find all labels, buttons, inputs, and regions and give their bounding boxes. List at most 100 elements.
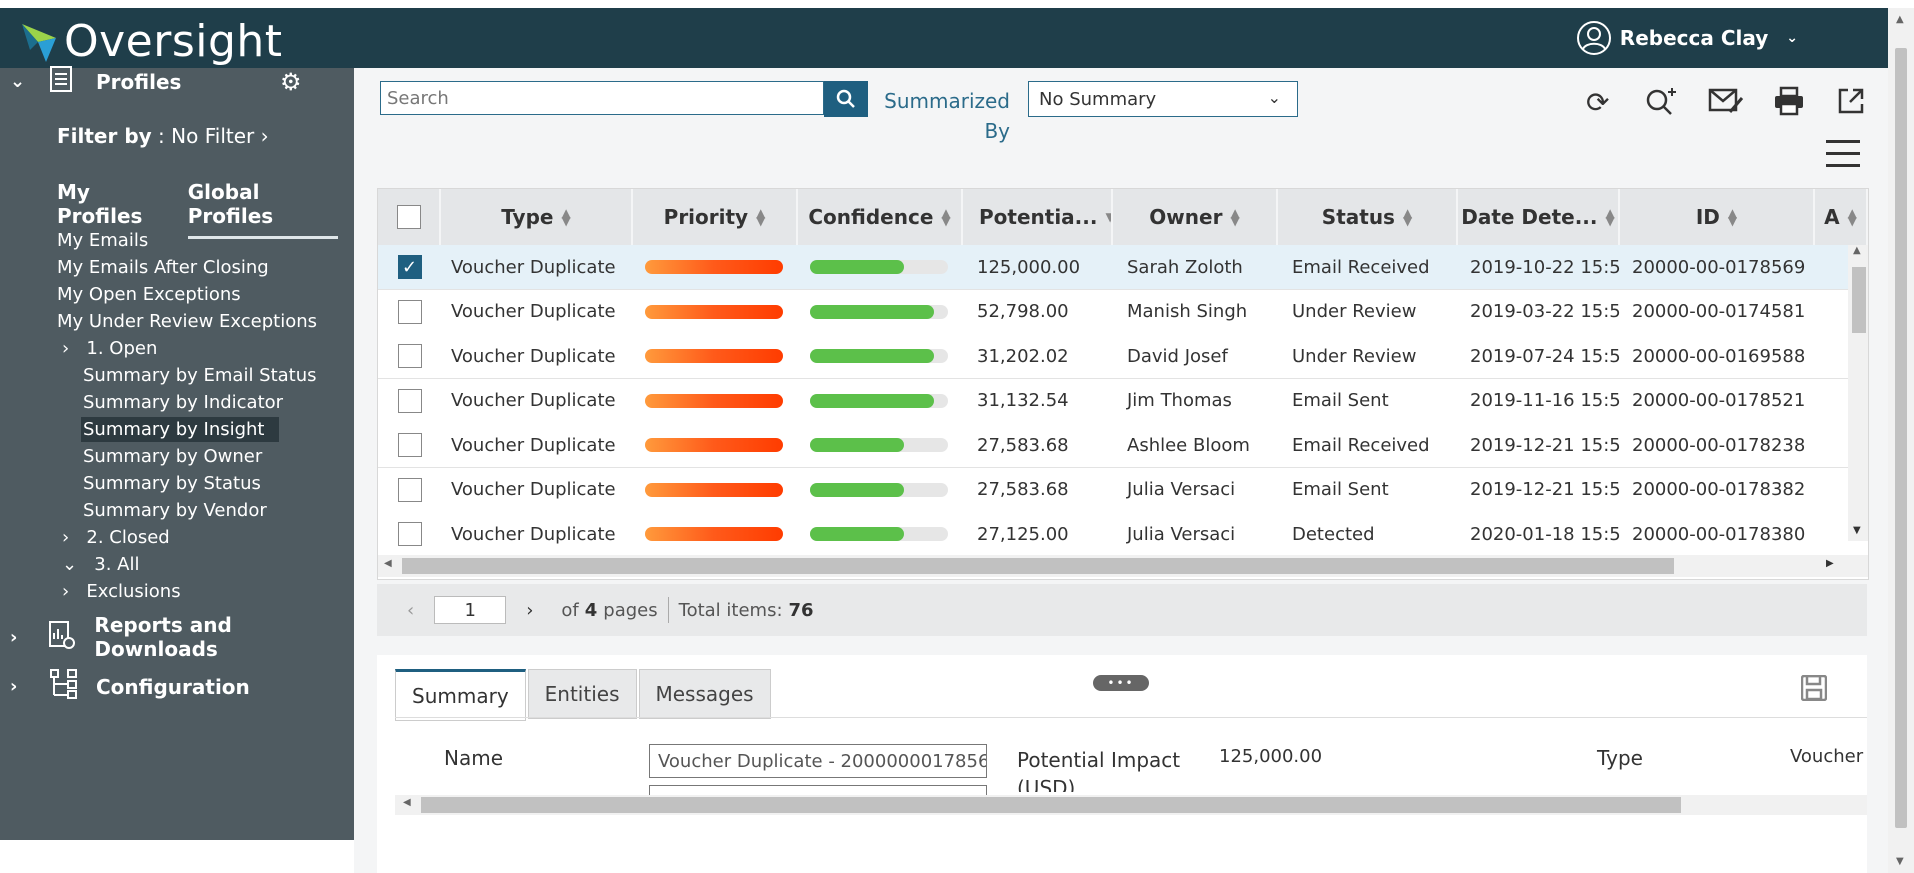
name-field[interactable]: Voucher Duplicate - 20000000178569 (649, 744, 987, 778)
scroll-down-icon[interactable]: ▼ (1896, 856, 1904, 867)
sidebar-section-configuration[interactable]: › Configuration (10, 669, 250, 704)
sidebar-item-summary-status[interactable]: Summary by Status (83, 473, 261, 494)
total-pages: 4 (584, 599, 598, 621)
scroll-left-icon[interactable]: ◀ (403, 797, 411, 808)
scroll-up-icon[interactable]: ▲ (1853, 245, 1861, 256)
cell-potential-impact: 27,583.68 (977, 434, 1069, 456)
scrollbar-thumb[interactable] (1852, 267, 1866, 333)
sidebar-item-summary-owner[interactable]: Summary by Owner (83, 446, 263, 467)
resize-handle[interactable]: ••• (1093, 675, 1149, 691)
table-row[interactable]: Voucher Duplicate 31,202.02 David Josef Und… (378, 334, 1848, 379)
row-checkbox-cell: ✓ (378, 245, 441, 289)
summary-select[interactable]: No Summary ⌄ (1028, 81, 1298, 117)
sidebar-item-my-emails-after-closing[interactable]: My Emails After Closing (57, 257, 269, 278)
sidebar-section-profiles[interactable]: ⌄ Profiles (10, 66, 181, 97)
print-icon[interactable] (1773, 86, 1805, 123)
scroll-right-icon[interactable]: ▶ (1826, 558, 1834, 569)
table-row[interactable]: Voucher Duplicate 31,132.54 Jim Thomas Emai… (378, 378, 1848, 424)
grid-horizontal-scrollbar[interactable]: ◀ ▶ (378, 555, 1868, 577)
next-page-icon[interactable]: › (526, 599, 534, 621)
scroll-up-icon[interactable]: ▲ (1896, 14, 1904, 25)
column-header-owner[interactable]: Owner ▲ ▼ (1113, 189, 1278, 245)
refresh-icon[interactable]: ⟳ (1586, 86, 1610, 119)
tab-summary[interactable]: Summary (395, 669, 526, 721)
table-row[interactable]: Voucher Duplicate 27,583.68 Ashlee Bloom Em… (378, 423, 1848, 468)
sidebar-item-summary-indicator[interactable]: Summary by Indicator (83, 392, 284, 413)
row-checkbox[interactable] (397, 433, 422, 457)
tab-messages[interactable]: Messages (638, 669, 771, 719)
sidebar-section-label: Profiles (96, 69, 182, 94)
scroll-left-icon[interactable]: ◀ (384, 558, 392, 569)
scrollbar-thumb[interactable] (421, 797, 1681, 813)
tab-entities[interactable]: Entities (527, 669, 637, 719)
column-header-priority[interactable]: Priority ▲ ▼ (633, 189, 798, 245)
sidebar-item-my-under-review-exceptions[interactable]: My Under Review Exceptions (57, 311, 318, 332)
tab-my-profiles[interactable]: My Profiles (57, 180, 143, 228)
tree-node-closed[interactable]: › 2. Closed (62, 527, 170, 548)
table-row[interactable]: Voucher Duplicate 27,583.68 Julia Versaci E… (378, 467, 1848, 513)
table-row[interactable]: Voucher Duplicate 27,125.00 Julia Versaci D… (378, 512, 1848, 557)
tree-node-open[interactable]: › 1. Open (62, 338, 157, 359)
cell-type: Voucher Duplicate (451, 479, 616, 500)
row-checkbox[interactable] (397, 388, 422, 413)
tab-global-profiles[interactable]: Global Profiles (187, 180, 338, 239)
menu-icon[interactable] (1826, 140, 1860, 176)
filter-by[interactable]: Filter by : No Filter › (57, 124, 269, 148)
column-header-status[interactable]: Status ▲ ▼ (1278, 189, 1458, 245)
tree-node-exclusions[interactable]: › Exclusions (62, 581, 181, 602)
sidebar-item-summary-email-status[interactable]: Summary by Email Status (83, 365, 317, 386)
confidence-bar (810, 260, 948, 274)
column-header-date-detected[interactable]: Date Dete... ▲ ▼ (1458, 189, 1620, 245)
secondary-field[interactable] (649, 785, 987, 795)
search-placeholder: Search (387, 87, 449, 109)
sidebar-item-summary-insight[interactable]: Summary by Insight (81, 417, 279, 442)
row-checkbox[interactable]: ✓ (397, 255, 422, 279)
sidebar-item-my-open-exceptions[interactable]: My Open Exceptions (57, 284, 241, 305)
email-edit-icon[interactable] (1708, 86, 1746, 123)
table-row[interactable]: ✓ Voucher Duplicate 125,000.00 Sarah Zoloth… (378, 245, 1848, 290)
gear-icon[interactable]: ⚙ (280, 68, 302, 96)
prev-page-icon[interactable]: ‹ (407, 599, 415, 621)
app-logo[interactable]: Oversight (20, 16, 283, 67)
zoom-in-icon[interactable] (1644, 86, 1680, 123)
sidebar-section-reports[interactable]: › Reports and Downloads (10, 613, 354, 661)
document-list-icon (50, 66, 80, 97)
column-header-id[interactable]: ID ▲ ▼ (1620, 189, 1815, 245)
name-label: Name (444, 746, 504, 770)
cell-priority (633, 512, 798, 556)
export-icon[interactable] (1836, 86, 1866, 123)
column-header-a[interactable]: A ▲ ▼ (1815, 189, 1868, 245)
potential-impact-value: 125,000.00 (1219, 746, 1323, 767)
row-checkbox[interactable] (397, 522, 422, 546)
sidebar-item-summary-vendor[interactable]: Summary by Vendor (83, 500, 267, 521)
column-header-label: Confidence (808, 205, 934, 229)
scroll-down-icon[interactable]: ▼ (1853, 525, 1861, 536)
select-all-checkbox[interactable] (396, 205, 421, 229)
column-header-confidence[interactable]: Confidence ▲ ▼ (798, 189, 963, 245)
row-checkbox[interactable] (397, 477, 422, 502)
grid-vertical-scrollbar[interactable]: ▲ ▼ (1848, 245, 1868, 541)
row-checkbox[interactable] (397, 299, 422, 324)
sort-icon: ▲ ▼ (756, 206, 766, 228)
chevron-down-icon: ⌄ (62, 554, 78, 575)
search-button[interactable] (824, 81, 868, 117)
scrollbar-thumb[interactable] (1895, 48, 1907, 828)
tree-node-all[interactable]: ⌄ 3. All (62, 554, 139, 575)
column-header-potential[interactable]: Potentia... ▼ (963, 189, 1113, 245)
chevron-right-icon: › (260, 124, 269, 148)
table-row[interactable]: Voucher Duplicate 52,798.00 Manish Singh Un… (378, 289, 1848, 335)
user-menu[interactable]: Rebecca Clay ⌄ (1576, 20, 1798, 56)
row-checkbox[interactable] (397, 344, 422, 368)
save-icon[interactable] (1800, 674, 1828, 707)
page-number-input[interactable]: 1 (434, 596, 507, 624)
confidence-bar (810, 349, 948, 363)
search-input[interactable]: Search (380, 81, 824, 115)
column-header-type[interactable]: Type ▲ ▼ (441, 189, 633, 245)
scrollbar-thumb[interactable] (402, 558, 1674, 574)
detail-horizontal-scrollbar[interactable]: ◀ (395, 795, 1867, 815)
cell-confidence (798, 290, 963, 334)
sidebar-item-my-emails[interactable]: My Emails (57, 230, 149, 251)
sort-icon: ▲ ▼ (561, 206, 571, 228)
sort-icon: ▲ ▼ (941, 206, 951, 228)
window-vertical-scrollbar[interactable]: ▲ ▼ (1888, 8, 1914, 873)
